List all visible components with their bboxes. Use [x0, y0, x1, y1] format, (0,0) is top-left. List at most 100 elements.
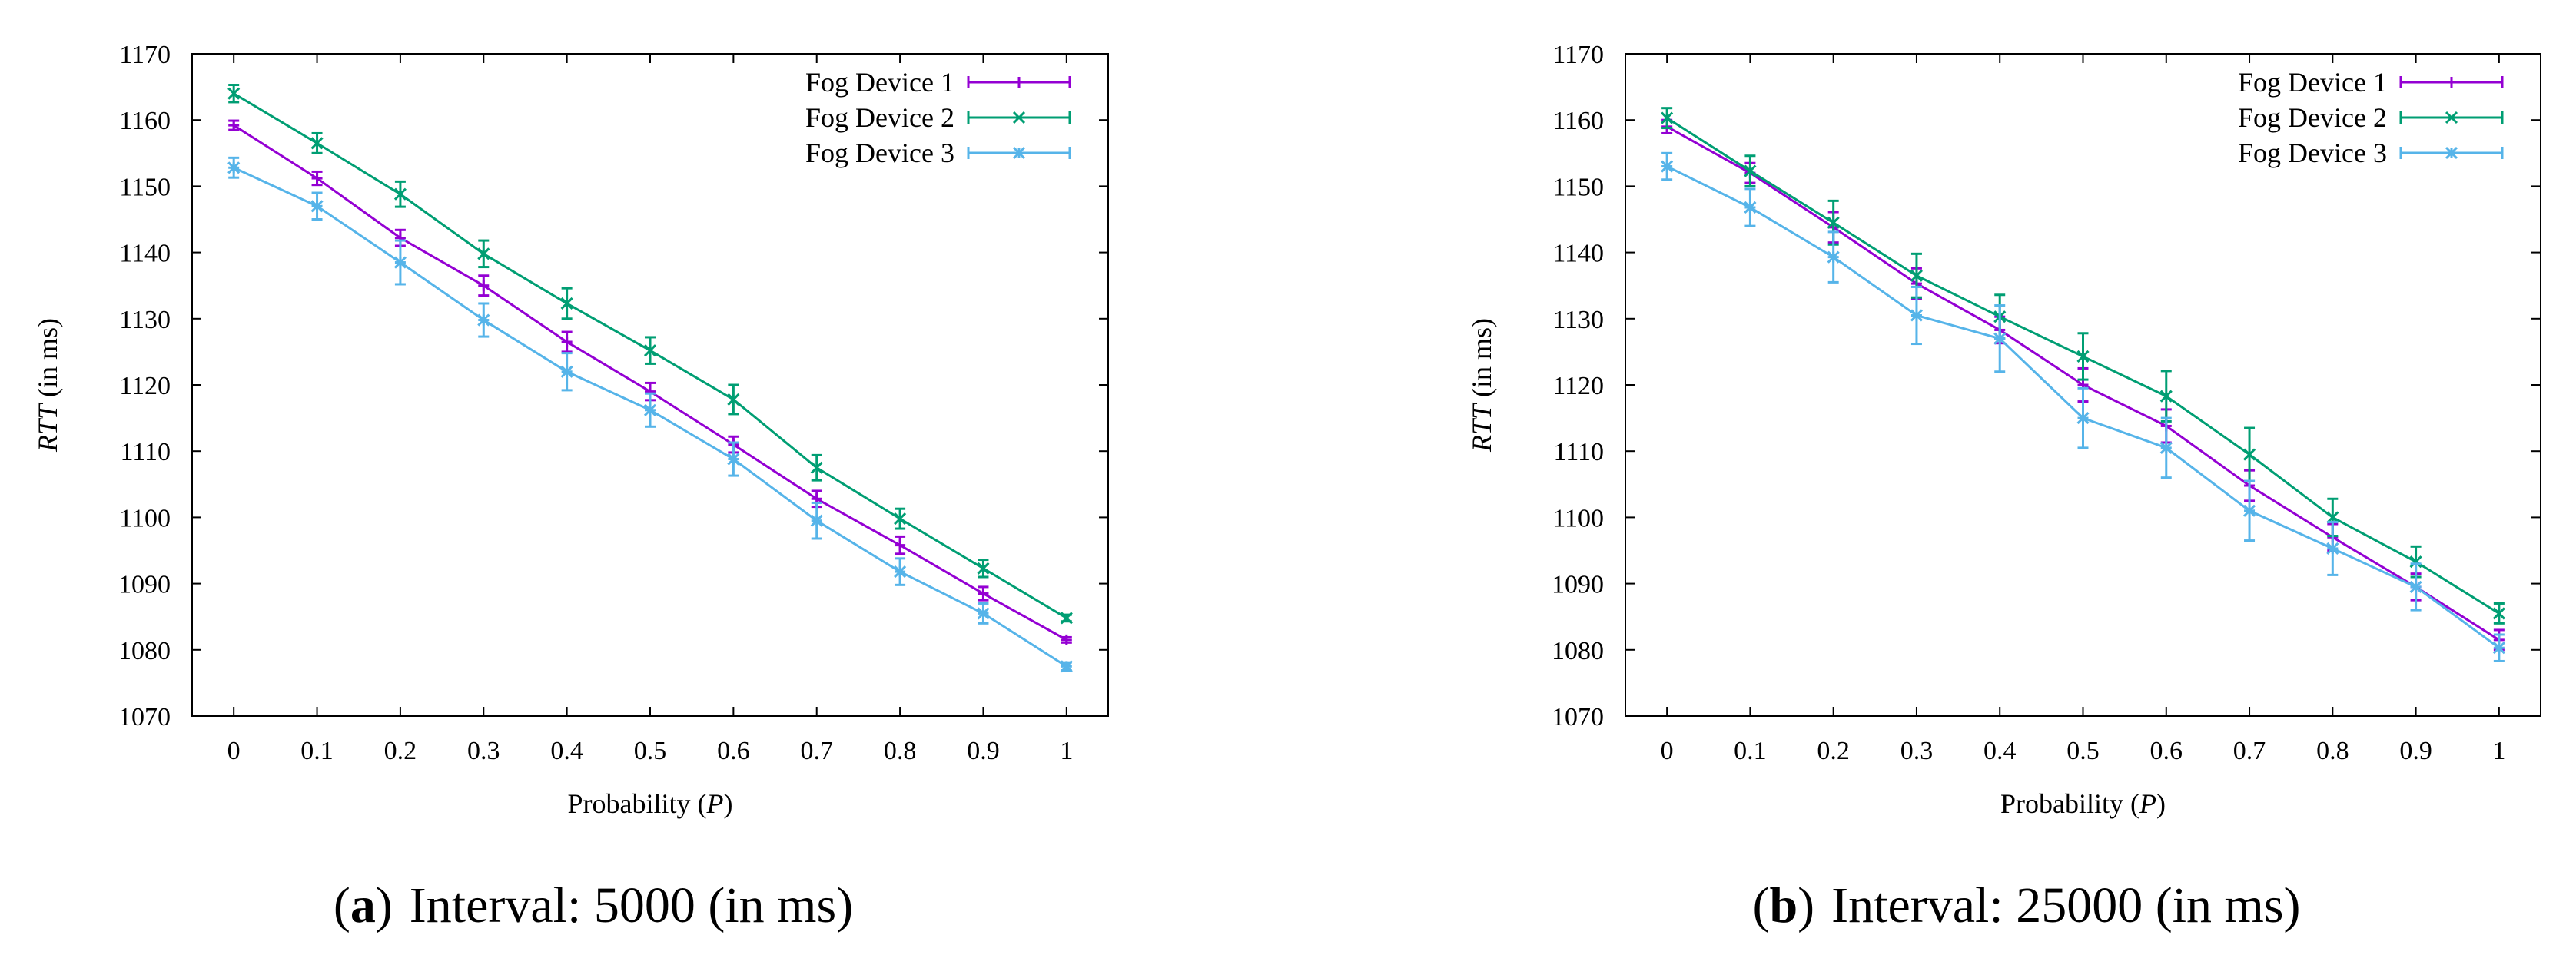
y-tick-label: 1170	[119, 41, 171, 69]
data-point	[1661, 111, 1674, 124]
data-point	[477, 247, 490, 260]
chart-panel-a: 1070 1080 1090 1100 1110 1120 1130 1140 1150 1160…	[32, 41, 1109, 933]
x-tick-label: 0.4	[1983, 737, 2017, 765]
x-tick-label: 0.8	[884, 737, 917, 765]
legend-label: Fog Device 3	[2238, 138, 2387, 168]
x-tick-label: 0.9	[967, 737, 1000, 765]
data-point	[810, 514, 823, 527]
data-point	[2159, 390, 2173, 403]
panel-caption: (b) Interval: 25000 (in ms)	[1752, 877, 2300, 933]
panel-caption: (a) Interval: 5000 (in ms)	[334, 877, 853, 933]
x-tick-label: 0.8	[2316, 737, 2349, 765]
y-tick-label: 1160	[119, 107, 171, 135]
data-point	[560, 365, 573, 378]
y-tick-label: 1100	[119, 504, 171, 532]
x-tick-label: 1	[1060, 737, 1073, 765]
chart-panel-b: 1070 1080 1090 1100 1110 1120 1130 1140 1150 1160…	[1466, 41, 2541, 933]
data-point	[1744, 164, 1757, 177]
data-point	[894, 565, 907, 579]
x-tick-label: 0.7	[800, 737, 833, 765]
caption-text: Interval: 5000 (in ms)	[410, 877, 853, 933]
x-axis-label-prefix: Probability (	[2000, 788, 2139, 819]
y-tick-label: 1150	[119, 173, 171, 201]
legend-marker	[1012, 111, 1026, 124]
x-axis-label: Probability (P)	[2000, 788, 2166, 819]
caption-open-paren: (	[334, 877, 350, 933]
data-point	[643, 344, 657, 357]
data-point	[1827, 250, 1840, 264]
data-point	[393, 187, 407, 201]
data-point	[477, 313, 490, 327]
data-point	[1910, 309, 1924, 322]
series-1	[228, 119, 1072, 645]
caption-letter: a	[350, 877, 376, 933]
y-tick-label: 1090	[1552, 571, 1604, 599]
data-point	[977, 562, 990, 575]
x-tick-label: 0.1	[300, 737, 334, 765]
data-point	[1910, 269, 1924, 282]
x-tick-label: 0.7	[2233, 737, 2266, 765]
data-point	[2409, 580, 2422, 593]
y-axis-label-var: RTT	[1466, 402, 1497, 453]
x-tick-label: 0.2	[1817, 737, 1850, 765]
y-tick-label: 1130	[119, 306, 171, 334]
data-point	[310, 137, 324, 150]
caption-text: Interval: 25000 (in ms)	[1831, 877, 2300, 933]
y-axis-label: RTT (in ms)	[1466, 318, 1497, 453]
legend-label: Fog Device 1	[805, 67, 954, 98]
data-point	[227, 87, 241, 100]
data-point	[2076, 412, 2090, 425]
data-point	[727, 453, 740, 466]
x-tick-label: 0.3	[1900, 737, 1934, 765]
data-point	[2076, 350, 2090, 363]
x-tick-label: 0	[227, 737, 241, 765]
y-axis-label: RTT (in ms)	[32, 318, 63, 453]
legend: Fog Device 1 Fog Device 2 Fog Device 3	[2238, 67, 2504, 168]
data-point	[2409, 555, 2422, 569]
data-point	[2492, 607, 2505, 620]
y-tick-label: 1070	[1552, 703, 1604, 731]
x-axis-label-suffix: )	[2156, 788, 2166, 819]
y-tick-label: 1160	[1552, 107, 1604, 135]
x-tick-label: 0.6	[2150, 737, 2183, 765]
legend: Fog Device 1 Fog Device 2 Fog Device 3	[805, 67, 1071, 168]
x-axis-label: Probability (P)	[568, 788, 733, 819]
legend-label: Fog Device 2	[805, 102, 954, 133]
x-tick-label: 0.6	[717, 737, 750, 765]
y-tick-label: 1150	[1552, 173, 1604, 201]
y-tick-label: 1110	[1554, 438, 1604, 466]
caption-open-paren: (	[1752, 877, 1769, 933]
y-tick-label: 1080	[1552, 637, 1604, 665]
series-2	[227, 84, 1073, 625]
data-point	[1060, 612, 1073, 625]
data-point	[2492, 642, 2505, 655]
data-point	[1661, 160, 1674, 173]
y-tick-label: 1070	[118, 703, 171, 731]
y-axis-label-suffix: (in ms)	[32, 318, 63, 404]
caption-close-paren: )	[376, 877, 393, 933]
data-point	[894, 512, 907, 526]
y-tick-label: 1100	[1552, 504, 1604, 532]
data-point	[1993, 332, 2007, 345]
data-point	[2242, 504, 2256, 517]
x-tick-label: 1	[2492, 737, 2505, 765]
data-point	[393, 256, 407, 269]
x-axis-label-suffix: )	[723, 788, 732, 819]
x-tick-label: 0.5	[2066, 737, 2100, 765]
legend-label: Fog Device 1	[2238, 67, 2387, 98]
data-point	[310, 200, 324, 213]
y-axis-label-suffix: (in ms)	[1466, 318, 1497, 404]
data-point	[977, 607, 990, 620]
y-tick-label: 1170	[1552, 41, 1604, 69]
legend-marker	[2445, 146, 2458, 160]
data-point	[227, 161, 241, 174]
caption-letter: b	[1769, 877, 1798, 933]
x-tick-label: 0.4	[550, 737, 583, 765]
y-tick-label: 1080	[118, 637, 171, 665]
y-tick-label: 1140	[119, 240, 171, 268]
y-tick-label: 1140	[1552, 240, 1604, 268]
x-tick-label: 0	[1661, 737, 1674, 765]
x-axis-label-prefix: Probability (	[568, 788, 707, 819]
y-tick-label: 1110	[121, 438, 171, 466]
data-point	[2326, 542, 2339, 555]
